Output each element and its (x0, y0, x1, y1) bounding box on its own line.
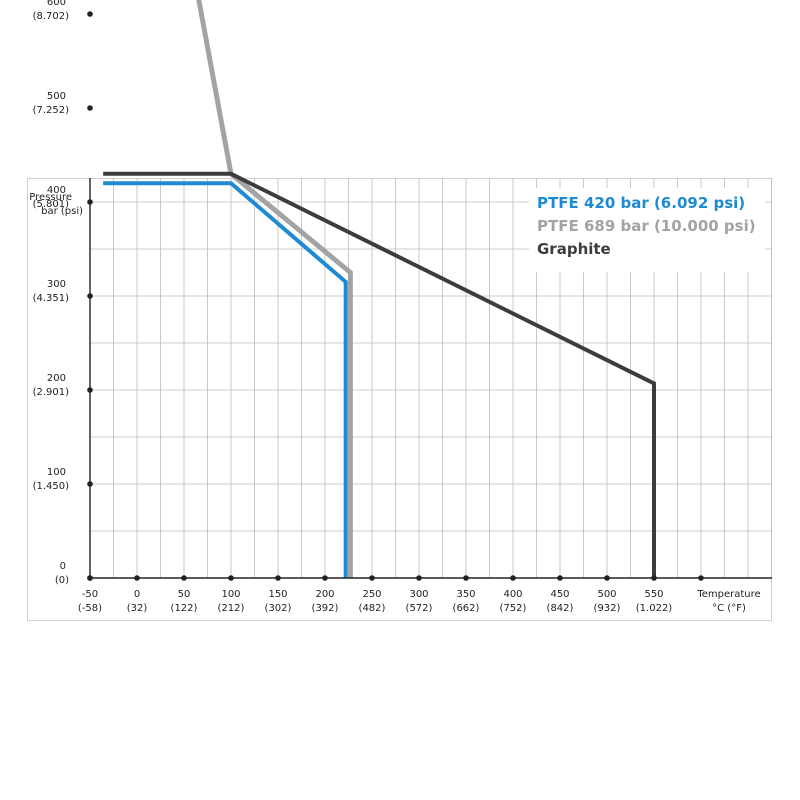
y-tick-dot (87, 293, 93, 299)
y-tick-label: 400 (47, 185, 66, 196)
x-tick-label-secondary: (572) (406, 603, 433, 614)
legend-entry-1: PTFE 420 bar (6.092 psi) (537, 194, 746, 212)
y-tick-label-secondary: (0) (55, 575, 69, 586)
y-tick-label: 0 (60, 561, 66, 572)
series-line-1 (103, 181, 348, 578)
y-tick-label: 600 (47, 0, 66, 8)
x-tick-label-secondary: (302) (265, 603, 292, 614)
y-tick-dot (87, 387, 93, 393)
x-tick-label-secondary: (482) (359, 603, 386, 614)
y-tick-dot (87, 481, 93, 487)
x-tick-label-secondary: (932) (594, 603, 621, 614)
x-tick-label-secondary: (1.022) (636, 603, 673, 614)
y-tick-label-secondary: (8.702) (33, 11, 70, 22)
x-tick-label: 300 (409, 589, 428, 600)
x-tick-label-secondary: (-58) (78, 603, 102, 614)
y-tick-label-secondary: (1.450) (33, 481, 70, 492)
x-tick-label: 200 (315, 589, 334, 600)
series-line-2 (196, 0, 353, 578)
x-tick-dot (181, 575, 187, 581)
legend-entry-2: PTFE 689 bar (10.000 psi) (537, 217, 756, 235)
x-tick-label-secondary: (662) (453, 603, 480, 614)
x-tick-label: 250 (362, 589, 381, 600)
x-tick-label: 450 (550, 589, 569, 600)
x-tick-label-secondary: (842) (547, 603, 574, 614)
y-axis-title: Pressure (29, 192, 72, 203)
x-tick-label-secondary: (212) (218, 603, 245, 614)
x-tick-dot (557, 575, 563, 581)
x-tick-label-secondary: (122) (171, 603, 198, 614)
x-tick-dot (510, 575, 516, 581)
tick-labels: -50 (-58) 0 (32) 50 (122) 100 (212) 150 (302) 200 (… (29, 0, 760, 614)
legend-entry-3: Graphite (537, 240, 611, 258)
x-tick-dot (369, 575, 375, 581)
y-tick-label-secondary: (7.252) (33, 105, 70, 116)
x-tick-label: 0 (134, 589, 140, 600)
y-tick-label-secondary: (2.901) (33, 387, 70, 398)
series-lines (103, 0, 656, 578)
x-tick-dot (134, 575, 140, 581)
y-tick-dot (87, 11, 93, 17)
x-tick-dot (463, 575, 469, 581)
x-tick-label: 350 (456, 589, 475, 600)
y-tick-label: 300 (47, 279, 66, 290)
legend: PTFE 420 bar (6.092 psi) PTFE 689 bar (10… (529, 188, 765, 272)
y-tick-dot (87, 105, 93, 111)
x-tick-label: -50 (82, 589, 98, 600)
x-tick-label: 550 (644, 589, 663, 600)
x-tick-dot (322, 575, 328, 581)
x-tick-label: 500 (597, 589, 616, 600)
y-tick-dot (87, 575, 93, 581)
x-tick-label: 150 (268, 589, 287, 600)
series-line-3 (103, 171, 656, 578)
x-tick-dot (275, 575, 281, 581)
axes (87, 11, 772, 581)
x-tick-dot (604, 575, 610, 581)
y-tick-label-secondary: (4.351) (33, 293, 70, 304)
x-tick-label: 100 (221, 589, 240, 600)
y-axis-title-unit: bar (psi) (41, 206, 83, 217)
x-tick-dot (228, 575, 234, 581)
x-tick-label-secondary: (752) (500, 603, 527, 614)
x-tick-label: 400 (503, 589, 522, 600)
x-tick-label-secondary: (32) (127, 603, 148, 614)
y-tick-label: 200 (47, 373, 66, 384)
x-tick-dot (698, 575, 704, 581)
x-tick-dot (651, 575, 657, 581)
y-tick-dot (87, 199, 93, 205)
x-tick-label-secondary: (392) (312, 603, 339, 614)
y-tick-label: 100 (47, 467, 66, 478)
x-axis-title-unit: °C (°F) (712, 603, 746, 614)
y-tick-label-secondary: (5.801) (33, 199, 70, 210)
x-axis-title: Temperature (696, 589, 760, 600)
x-tick-dot (416, 575, 422, 581)
x-tick-label: 50 (178, 589, 191, 600)
y-tick-label: 500 (47, 91, 66, 102)
